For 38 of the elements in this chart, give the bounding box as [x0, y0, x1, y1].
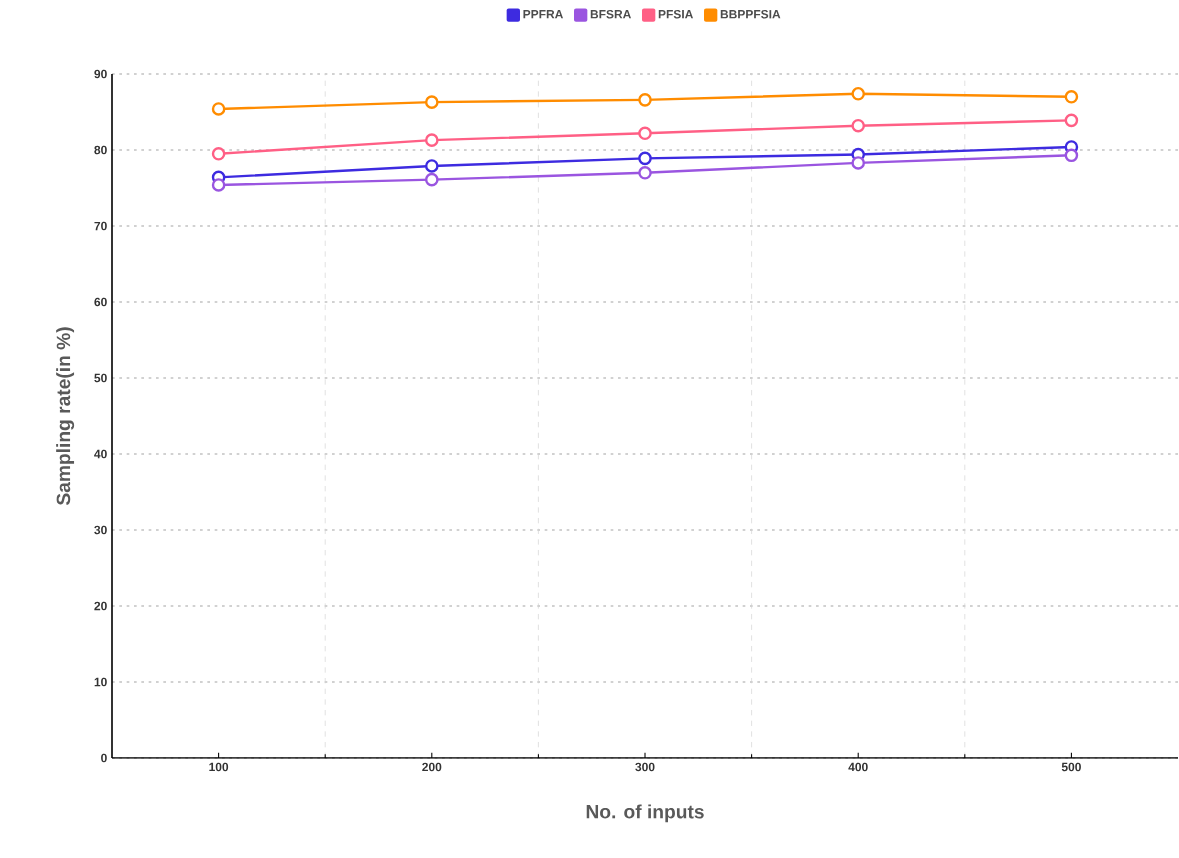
- y-tick-label: 30: [94, 525, 107, 535]
- point: [851, 118, 866, 133]
- legend-label: PFSIA: [658, 9, 694, 19]
- y-axis-title: Sampling rate(in %): [56, 327, 75, 506]
- y-tick-label: 10: [94, 677, 107, 687]
- y-tick-label: 90: [94, 69, 107, 79]
- point: [638, 93, 652, 107]
- x-tick-label: 200: [422, 762, 442, 772]
- point: [638, 126, 652, 141]
- point: [1064, 90, 1079, 104]
- point: [211, 178, 226, 192]
- y-tick-label: 70: [94, 221, 107, 231]
- y-tick-label: 20: [94, 601, 107, 611]
- point: [851, 86, 866, 101]
- x-tick-label: 500: [1061, 762, 1081, 772]
- point: [425, 95, 439, 109]
- legend-label: BBPPFSIA: [720, 9, 781, 19]
- point: [638, 166, 652, 180]
- y-tick-label: 50: [94, 373, 107, 383]
- y-tick-label: 80: [94, 145, 107, 155]
- legend-label: BFSRA: [590, 9, 632, 19]
- x-tick-label: 300: [635, 762, 655, 772]
- point: [425, 172, 439, 187]
- point: [1064, 113, 1079, 128]
- point: [1064, 148, 1079, 163]
- x-tick-label: 100: [209, 762, 229, 772]
- legend-label: PPFRA: [523, 10, 564, 19]
- x-axis-title: No. of inputs: [586, 804, 704, 823]
- y-tick-label: 0: [101, 753, 107, 763]
- point: [851, 156, 866, 170]
- point: [425, 133, 439, 147]
- point: [211, 147, 226, 161]
- point: [425, 159, 439, 173]
- y-tick-label: 40: [94, 449, 107, 459]
- point: [211, 102, 226, 116]
- y-tick-label: 60: [94, 297, 107, 307]
- point: [638, 151, 652, 166]
- x-tick-label: 400: [848, 762, 868, 772]
